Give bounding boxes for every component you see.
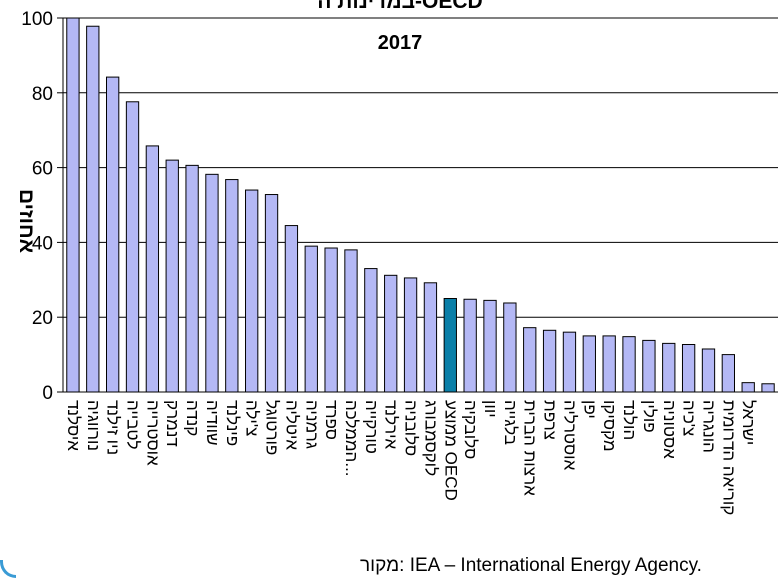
x-tick-label: פינלנד xyxy=(223,400,242,446)
x-tick-label: אוסטרייה xyxy=(143,400,162,466)
x-tick-label: יוון xyxy=(481,400,500,418)
x-tick-label: אוסטרליה xyxy=(560,400,579,471)
bar xyxy=(145,145,160,393)
y-tick-label: 60 xyxy=(32,159,53,180)
bar xyxy=(741,382,755,393)
bar xyxy=(125,101,140,393)
x-tick-label: פורטוגל xyxy=(263,400,282,455)
x-tick-label: דנמרק xyxy=(163,400,182,447)
bar xyxy=(245,189,259,393)
bar xyxy=(66,17,80,393)
x-tick-label: אסטוניה xyxy=(660,400,679,459)
x-tick-label: פולין xyxy=(640,400,659,433)
x-tick-label: שוודיה xyxy=(203,400,222,446)
bar xyxy=(642,339,656,393)
bar xyxy=(423,282,438,393)
chart-subtitle: 2017 xyxy=(377,32,423,54)
x-tick-label: הונגריה xyxy=(699,400,718,453)
y-tick-label: 80 xyxy=(32,84,53,105)
x-tick-label: גרמניה xyxy=(302,400,321,449)
x-tick-label: ממוצע OECD xyxy=(441,400,460,501)
bar xyxy=(324,247,338,393)
bar xyxy=(185,164,199,393)
bar xyxy=(304,245,318,393)
bar xyxy=(403,277,418,393)
bar xyxy=(364,268,378,393)
bar xyxy=(443,298,457,393)
bar xyxy=(582,335,596,393)
bar xyxy=(284,225,299,393)
x-tick-label: קוריאה הדרומית xyxy=(719,400,738,515)
x-tick-label: הממלכה... xyxy=(342,400,361,477)
y-tick-label: 100 xyxy=(21,9,53,30)
y-axis-label: אחוזים xyxy=(15,188,38,254)
y-tick-label: 40 xyxy=(32,233,53,254)
x-tick-label: איטליה xyxy=(282,400,301,450)
x-tick-label: סלובקיה xyxy=(461,400,480,459)
bar xyxy=(523,327,537,393)
x-tick-label: יפן xyxy=(580,400,599,419)
bar xyxy=(384,274,398,393)
bar xyxy=(86,25,100,393)
x-tick-label: ספרד xyxy=(322,400,341,440)
bar xyxy=(662,342,676,393)
bar xyxy=(701,348,716,393)
x-tick-label: ארצות הברית xyxy=(521,400,540,496)
bar xyxy=(761,383,775,393)
bar xyxy=(264,194,279,393)
bar xyxy=(344,249,358,393)
x-tick-label: נורווגיה xyxy=(84,400,103,451)
source-note: מקור: IEA – International Energy Agency. xyxy=(360,555,702,576)
bar xyxy=(562,331,577,393)
bar xyxy=(205,173,219,393)
bar xyxy=(225,179,239,393)
bar xyxy=(483,299,497,393)
bar xyxy=(503,302,517,393)
x-tick-label: צרפת xyxy=(541,400,560,440)
x-tick-label: אירלנד xyxy=(382,400,401,450)
x-tick-label: קנדה xyxy=(183,400,202,436)
y-tick-label: 20 xyxy=(32,308,53,329)
bar xyxy=(602,335,616,393)
x-tick-label: סלובניה xyxy=(402,400,421,456)
bar xyxy=(106,76,120,393)
bar xyxy=(463,298,477,393)
x-tick-label: טורקייה xyxy=(362,400,381,454)
bar xyxy=(681,344,696,393)
x-tick-label: ניו זילנד xyxy=(104,400,123,455)
bar xyxy=(542,329,557,393)
x-tick-label: ישראל xyxy=(739,400,758,445)
x-tick-label: בלגייה xyxy=(501,400,520,445)
x-tick-label: איסלנד xyxy=(64,400,83,451)
bar xyxy=(165,159,179,393)
x-tick-label: לטבייה xyxy=(124,400,143,450)
chart-title: במדינות ה-OECD xyxy=(317,0,483,13)
bar xyxy=(622,336,636,393)
y-tick-label: 0 xyxy=(42,383,53,404)
x-tick-label: מקסיקו xyxy=(600,400,619,452)
x-tick-label: צ'כיה xyxy=(680,400,699,436)
x-tick-label: לוקסמבורג xyxy=(421,400,440,476)
x-tick-label: הולנד xyxy=(620,400,639,440)
bar xyxy=(721,354,736,393)
x-tick-label: צ'ילה xyxy=(243,400,262,436)
